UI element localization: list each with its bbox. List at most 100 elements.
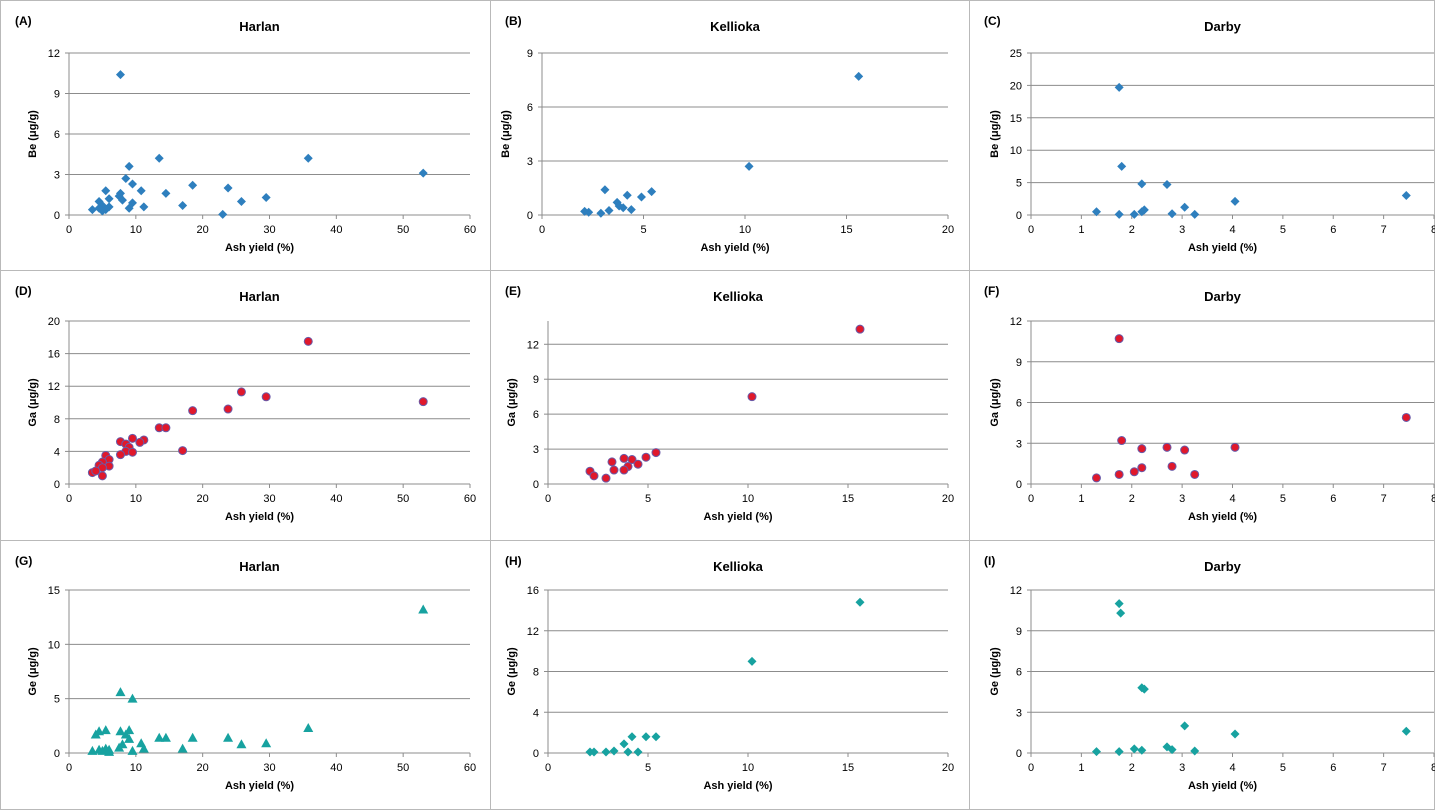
data-point <box>627 455 637 465</box>
data-point <box>261 192 271 202</box>
chart-title: Kellioka <box>710 19 761 34</box>
data-point <box>1162 180 1172 190</box>
panel-letter: (C) <box>984 14 1001 28</box>
data-point <box>651 448 661 458</box>
y-tick-label: 20 <box>1010 80 1022 92</box>
x-tick-label: 30 <box>263 493 275 505</box>
x-tick-label: 2 <box>1129 762 1135 774</box>
chart-panel: (F) Darby 0 3 6 9 12 0 1 2 3 4 5 6 7 8 Ash yield (%) Ga (… <box>969 270 1435 541</box>
y-tick-label: 12 <box>1010 585 1022 597</box>
x-tick-label: 1 <box>1078 493 1084 505</box>
data-point <box>641 732 651 742</box>
y-tick-label: 8 <box>533 667 539 679</box>
y-tick-label: 5 <box>54 694 60 706</box>
x-tick-label: 0 <box>539 224 545 236</box>
x-tick-label: 15 <box>842 762 854 774</box>
data-point <box>124 161 134 171</box>
data-point <box>139 202 149 212</box>
data-point <box>115 687 126 697</box>
y-tick-label: 9 <box>1016 626 1022 638</box>
data-point <box>589 747 599 757</box>
chart-title: Harlan <box>239 19 280 34</box>
data-point <box>600 185 610 195</box>
data-point <box>1230 729 1240 739</box>
y-tick-label: 12 <box>527 339 539 351</box>
data-point <box>127 745 138 755</box>
panel-letter: (D) <box>15 284 32 298</box>
data-point <box>104 194 114 204</box>
x-tick-label: 8 <box>1431 224 1435 236</box>
y-tick-label: 9 <box>533 374 539 386</box>
x-tick-label: 0 <box>545 762 551 774</box>
data-point <box>633 747 643 757</box>
x-axis-label: Ash yield (%) <box>225 511 294 523</box>
data-point <box>104 746 115 756</box>
x-tick-label: 10 <box>130 762 142 774</box>
chart-svg: (A) Harlan 0 3 6 9 12 0 10 20 30 40 50 60 Ash yield (%… <box>15 14 476 254</box>
y-tick-label: 0 <box>533 748 539 760</box>
y-tick-label: 3 <box>1016 438 1022 450</box>
chart-panel: (C) Darby 0 5 10 15 20 25 0 1 2 3 4 5 6 7 8 Ash yield (%)… <box>969 0 1435 271</box>
data-point <box>154 732 165 742</box>
y-axis-label: Ga (μg/g) <box>989 378 1001 427</box>
y-axis-label: Ge (μg/g) <box>506 647 518 696</box>
data-point <box>115 726 126 736</box>
data-point <box>855 324 865 334</box>
data-point <box>124 203 134 213</box>
data-point <box>636 192 646 202</box>
chart-svg: (D) Harlan 0 4 8 12 16 20 0 10 20 30 40 50 60 Ash yield… <box>15 284 476 523</box>
data-point <box>614 201 624 211</box>
x-tick-label: 10 <box>130 224 142 236</box>
data-point <box>188 406 198 416</box>
data-point <box>100 725 111 735</box>
y-tick-label: 4 <box>54 446 60 458</box>
x-tick-label: 40 <box>330 224 342 236</box>
y-tick-label: 0 <box>54 479 60 491</box>
x-tick-label: 40 <box>330 493 342 505</box>
data-point <box>627 732 637 742</box>
y-axis-label: Ge (μg/g) <box>989 647 1001 696</box>
data-point <box>618 203 628 213</box>
y-axis-label: Ge (μg/g) <box>27 647 39 696</box>
chart-panel: (B) Kellioka 0 3 6 9 0 5 10 15 20 Ash yield (%) Be (… <box>490 0 970 271</box>
data-point <box>1137 745 1147 755</box>
y-tick-label: 6 <box>533 409 539 421</box>
x-tick-label: 50 <box>397 493 409 505</box>
y-tick-label: 12 <box>48 381 60 393</box>
data-point <box>1114 747 1124 757</box>
data-point <box>641 452 651 462</box>
data-point <box>177 743 188 753</box>
x-tick-label: 20 <box>942 762 954 774</box>
x-axis-label: Ash yield (%) <box>225 242 294 254</box>
y-tick-label: 0 <box>1016 748 1022 760</box>
data-point <box>855 597 865 607</box>
data-point <box>1129 209 1139 219</box>
data-point <box>138 743 149 753</box>
data-point <box>127 433 137 443</box>
data-point <box>91 466 101 476</box>
y-tick-label: 6 <box>1016 667 1022 679</box>
x-axis-label: Ash yield (%) <box>225 780 294 792</box>
x-tick-label: 30 <box>263 224 275 236</box>
data-point <box>178 201 188 211</box>
data-point <box>418 604 429 614</box>
chart-panel: (G) Harlan 0 5 10 15 0 10 20 30 40 50 60 Ash yield (%… <box>0 540 491 810</box>
data-point <box>97 471 107 481</box>
chart-title: Kellioka <box>713 289 764 304</box>
data-point <box>1401 412 1411 422</box>
x-tick-label: 6 <box>1330 762 1336 774</box>
data-point <box>589 471 599 481</box>
x-axis-label: Ash yield (%) <box>1188 511 1257 523</box>
data-point <box>1114 82 1124 92</box>
data-point <box>236 197 246 206</box>
y-axis-label: Ga (μg/g) <box>27 378 39 427</box>
x-axis-label: Ash yield (%) <box>1188 780 1257 792</box>
x-tick-label: 15 <box>840 224 852 236</box>
data-point <box>1230 442 1240 452</box>
y-tick-label: 6 <box>527 102 533 114</box>
y-tick-label: 12 <box>1010 316 1022 328</box>
data-point <box>94 203 104 213</box>
